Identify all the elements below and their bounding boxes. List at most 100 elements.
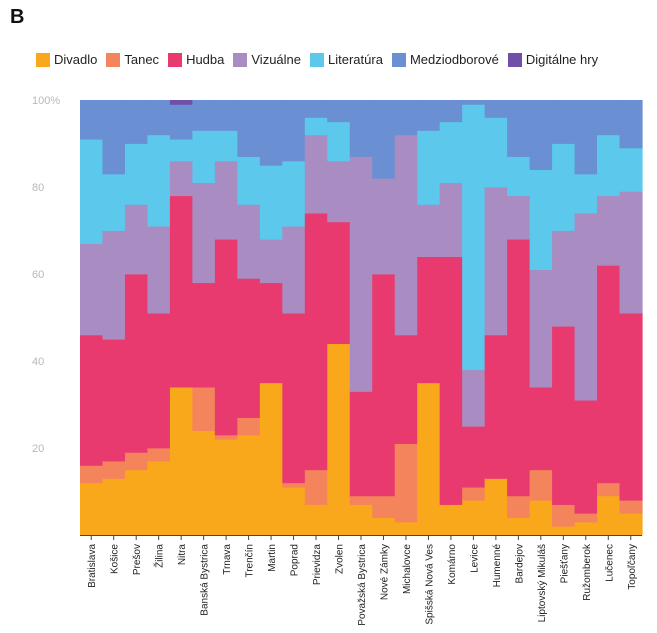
legend-swatch: [168, 52, 183, 67]
legend-item: Vizuálne: [233, 52, 301, 67]
bar-segment: [237, 434, 261, 536]
bar-segment: [282, 487, 306, 536]
bar-segment: [507, 100, 531, 157]
bar-segment: [304, 504, 328, 536]
bar-segment: [597, 195, 621, 266]
bar-segment: [214, 239, 238, 436]
bar-segment: [507, 195, 531, 240]
bar-segment: [552, 326, 576, 505]
bar-segment: [282, 313, 306, 484]
bar-segment: [417, 100, 441, 131]
legend-swatch: [310, 52, 325, 67]
bar-segment: [372, 517, 396, 536]
bar-segment: [484, 100, 508, 118]
bar-segment: [484, 334, 508, 479]
bar-segment: [439, 256, 463, 505]
bar-segment: [417, 382, 441, 536]
x-tick-label: Martin: [267, 544, 278, 572]
legend-item: Tanec: [106, 52, 159, 67]
bar-segment: [147, 313, 171, 449]
x-tick-label: Humenné: [492, 544, 503, 588]
bar-segment: [484, 117, 508, 188]
x-tick-label: Ružomberok: [582, 543, 593, 601]
bar-segment: [214, 160, 238, 240]
x-tick-label: Piešťany: [559, 544, 570, 583]
bar-segment: [124, 469, 149, 536]
bar-segment: [192, 387, 216, 431]
bar-segment: [304, 469, 328, 505]
bar-segment: [349, 391, 373, 497]
x-tick-label: Levice: [469, 544, 480, 573]
bar-segment: [574, 173, 598, 214]
bar-segment: [417, 204, 441, 257]
bar-segment: [439, 504, 463, 536]
bar-segment: [529, 500, 553, 536]
bar-segment: [372, 178, 396, 275]
bar-segment: [259, 282, 283, 384]
bar-segment: [327, 121, 351, 162]
bar-segment: [597, 495, 621, 536]
bar-segment: [349, 156, 373, 392]
bar-segment: [169, 387, 193, 536]
bar-segment: [619, 313, 643, 501]
bar-segment: [507, 517, 531, 536]
bar-segment: [124, 274, 149, 453]
bar-segment: [574, 213, 598, 401]
bar-segment: [259, 239, 283, 284]
bar-segment: [80, 243, 104, 336]
legend-item: Digitálne hry: [507, 52, 599, 67]
bar-segment: [214, 130, 238, 162]
bar-segment: [214, 434, 238, 440]
bar-segment: [259, 165, 283, 240]
legend-item: Literatúra: [310, 52, 383, 67]
y-tick-label: 20: [32, 443, 44, 455]
bar-segment: [237, 204, 261, 279]
legend-item: Medziodborové: [391, 52, 499, 67]
bar-segment: [282, 226, 306, 314]
bar-segment: [394, 334, 418, 445]
bar-segment: [237, 156, 261, 205]
bar-segment: [147, 226, 171, 314]
bar-segment: [484, 187, 508, 336]
bar-segment: [102, 461, 126, 479]
bar-segment: [282, 100, 306, 162]
y-tick-label: 80: [32, 182, 44, 194]
bar-segment: [147, 448, 171, 462]
bar-segment: [597, 134, 621, 197]
x-tick-label: Poprad: [290, 544, 301, 576]
bar-segment: [237, 417, 261, 436]
legend-swatch: [106, 52, 121, 67]
bar-segment: [192, 130, 216, 184]
x-tick-label: Topoľčany: [627, 544, 638, 590]
legend-item: Hudba: [168, 52, 224, 67]
legend-item: Divadlo: [36, 52, 97, 67]
bar-segment: [214, 439, 238, 536]
y-tick-label: 40: [32, 356, 44, 368]
x-tick-label: Zvolen: [335, 544, 346, 574]
legend-label: Literatúra: [328, 52, 383, 67]
bar-segment: [282, 482, 306, 488]
bar-segment: [462, 487, 486, 501]
bar-segment: [169, 104, 193, 140]
legend-label: Digitálne hry: [525, 52, 599, 67]
bar-segment: [192, 182, 216, 284]
x-tick-label: Trenčín: [245, 544, 256, 578]
bar-segment: [552, 504, 576, 527]
legend: Divadlo Tanec Hudba Vizuálne Literatúra Medzi…: [36, 52, 607, 67]
x-tick-label: Prievidza: [312, 544, 323, 586]
bar-segment: [282, 160, 306, 227]
bar-segment: [574, 100, 598, 175]
bar-segment: [102, 478, 126, 536]
bar-segment: [597, 482, 621, 497]
y-tick-label: 60: [32, 269, 44, 281]
bar-segment: [327, 100, 351, 123]
x-tick-label: Bratislava: [87, 544, 98, 588]
bar-segment: [327, 343, 351, 536]
bar-segment: [574, 513, 598, 523]
x-tick-label: Nitra: [177, 544, 188, 566]
bar-segment: [462, 100, 486, 105]
bar-segment: [192, 282, 216, 388]
bar-segment: [327, 221, 351, 344]
x-tick-label: Spišská Nová Ves: [424, 544, 435, 625]
panel-label: B: [10, 6, 25, 28]
